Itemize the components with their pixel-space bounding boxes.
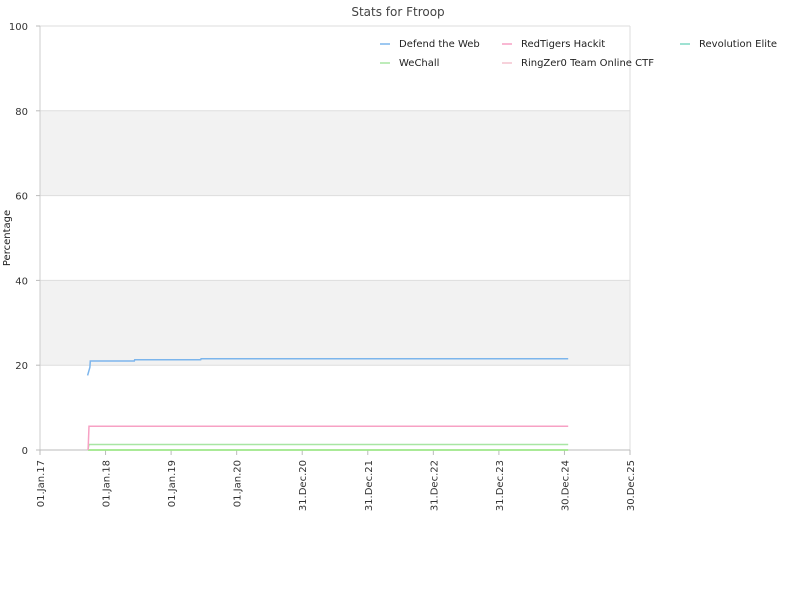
x-tick-label: 30.Dec.24 (560, 460, 571, 511)
series-line (87, 443, 569, 449)
x-tick-label: 01.Jan.18 (102, 460, 113, 507)
series-lines (86, 358, 569, 451)
legend: Defend the Web RedTigers Hackit Revolution… (380, 39, 777, 69)
axes (39, 26, 631, 451)
x-tick-label: 31.Dec.20 (298, 460, 309, 511)
y-tick-label: 0 (22, 446, 28, 457)
legend-label: RingZer0 Team Online CTF (521, 58, 654, 69)
x-tick-label: 01.Jan.20 (233, 460, 244, 507)
x-tick-label: 01.Jan.19 (167, 460, 178, 507)
x-tick-label: 01.Jan.17 (36, 460, 47, 507)
y-axis-title: Percentage (2, 210, 13, 266)
plot-bands (40, 110, 630, 366)
plot-band (40, 110, 630, 196)
y-tick-label: 80 (15, 107, 28, 118)
series-line (86, 358, 569, 376)
x-tick-label: 31.Dec.21 (364, 460, 375, 511)
y-axis-ticks: 0 20 40 60 80 100 (9, 22, 40, 457)
plot-band (40, 280, 630, 366)
legend-label: Revolution Elite (699, 39, 777, 50)
x-axis-ticks: 01.Jan.17 01.Jan.18 01.Jan.19 01.Jan.20 31.D… (36, 450, 637, 511)
y-tick-label: 60 (15, 192, 28, 203)
legend-label: RedTigers Hackit (521, 39, 605, 50)
x-tick-label: 31.Dec.22 (429, 460, 440, 511)
grid-lines (40, 25, 630, 451)
x-tick-label: 31.Dec.23 (495, 460, 506, 511)
y-tick-label: 100 (9, 22, 28, 33)
legend-label: WeChall (399, 58, 439, 69)
y-tick-label: 40 (15, 276, 28, 287)
y-tick-label: 20 (15, 361, 28, 372)
legend-label: Defend the Web (399, 39, 480, 50)
x-tick-label: 30.Dec.25 (626, 460, 637, 511)
chart-title: Stats for Ftroop (351, 5, 444, 19)
series-line (87, 425, 569, 451)
